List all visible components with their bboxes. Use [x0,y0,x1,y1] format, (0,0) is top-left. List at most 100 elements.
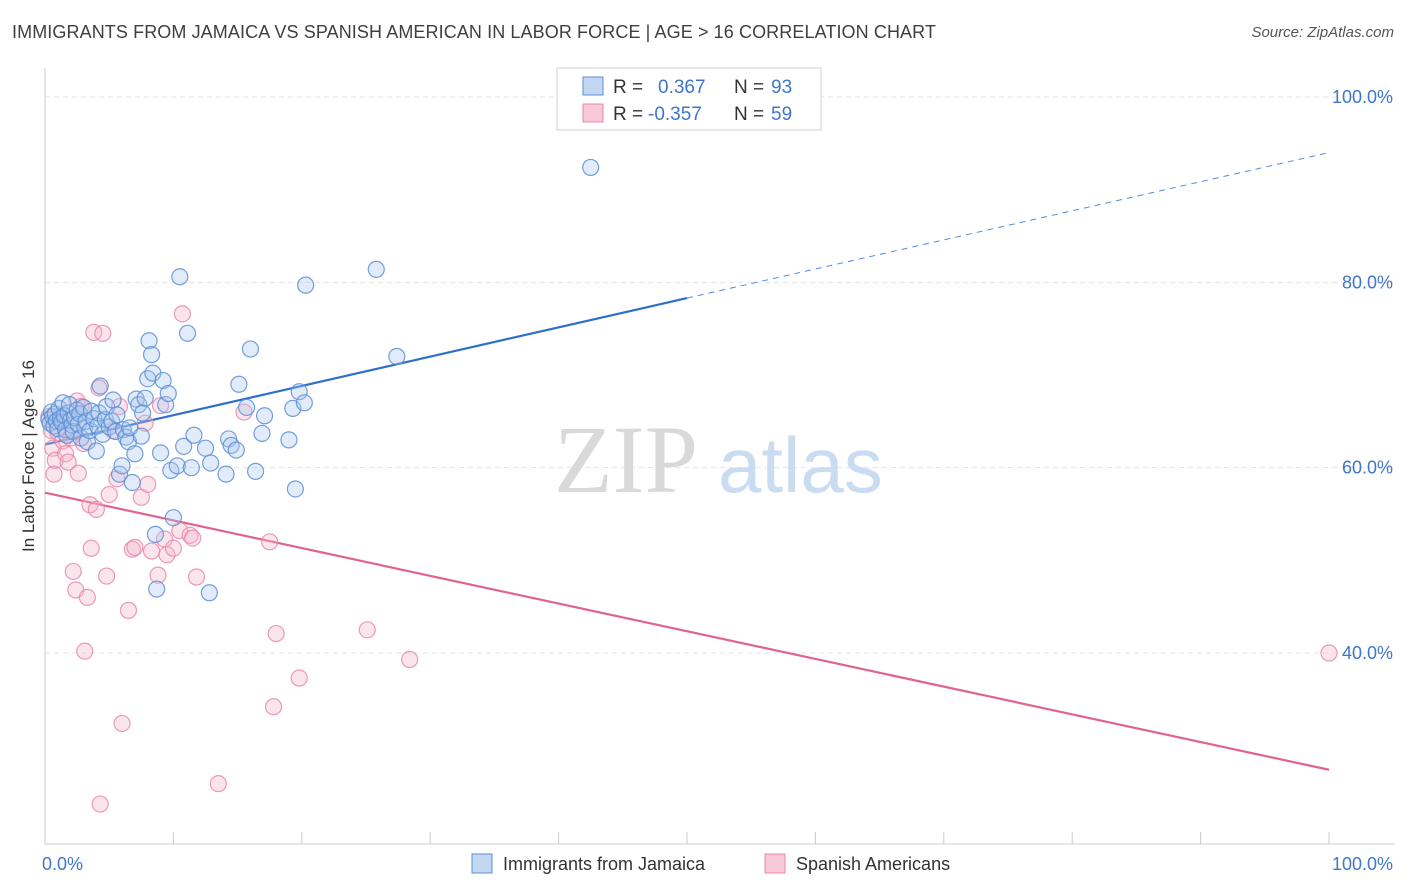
spanish-americans-point-43 [164,539,182,557]
spanish-americans-point-52 [264,698,283,716]
bottom-legend-swatch-blue [471,853,493,874]
jamaica-point-55 [133,404,152,422]
jamaica-point-91 [290,383,308,401]
jamaica-point-81 [227,441,245,459]
jamaica-point-45 [113,457,131,475]
jamaica-point-78 [217,465,235,483]
spanish-americans-point-45 [173,305,191,323]
jamaica-point-70 [171,268,189,286]
spanish-americans-point-27 [100,485,118,504]
legend-r-label-1: R = [613,77,643,98]
jamaica-point-51 [126,445,144,463]
jamaica-point-69 [168,457,186,475]
spanish-americans-point-40 [151,396,170,415]
jamaica-point-83 [237,398,256,417]
spanish-americans-point-3 [45,465,63,483]
legend-swatch-pink [582,103,604,123]
axes [44,68,1395,845]
legend-r-value-1: 0.367 [658,77,706,98]
x-tick-label-100: 100.0% [1332,854,1393,874]
jamaica-point-92 [295,394,313,412]
stats-legend: R = 0.367 N = 93 R = -0.357 N = 59 [556,67,822,131]
trendline-spanish-americans [44,491,1330,771]
bottom-legend-label-jamaica: Immigrants from Jamaica [503,854,706,874]
jamaica-point-64 [154,371,172,390]
jamaica-point-65 [157,396,175,414]
spanish-americans-point-34 [126,538,144,556]
legend-n-label-1: N = [734,77,764,98]
spanish-americans-point-42 [158,546,176,564]
gridlines [45,96,1395,654]
spanish-americans-point-37 [139,475,157,493]
jamaica-point-77 [202,454,220,472]
bottom-legend-swatch-pink [764,853,786,874]
y-tick-label-100: 100.0% [1332,87,1393,107]
jamaica-point-68 [164,509,182,527]
jamaica-point-49 [121,419,139,437]
spanish-americans-point-39 [149,566,167,584]
spanish-americans-point-4 [46,451,64,469]
y-tick-label-60: 60.0% [1342,458,1393,478]
jamaica-point-82 [230,375,248,393]
spanish-americans-point-49 [209,775,227,793]
chart-title: IMMIGRANTS FROM JAMAICA VS SPANISH AMERI… [12,22,937,42]
jamaica-point-84 [241,340,260,358]
y-axis-title: In Labor Force | Age > 16 [19,360,38,552]
source-label: Source: ZipAtlas.com [1251,24,1394,41]
jamaica-point-95 [388,347,406,366]
watermark-zip: ZIP [554,406,698,513]
spanish-americans-point-11 [64,562,82,581]
spanish-americans-point-18 [78,588,96,607]
spanish-americans-point-25 [94,324,112,342]
legend-r-label-2: R = [613,104,643,125]
jamaica-point-59 [142,346,161,364]
jamaica-point-66 [159,384,177,403]
jamaica-point-26 [76,419,94,437]
spanish-americans-point-32 [119,601,138,619]
series-legend: Immigrants from Jamaica Spanish American… [471,853,950,874]
spanish-americans-point-47 [184,529,202,547]
spanish-americans-point-17 [76,642,94,660]
spanish-americans-point-36 [136,414,154,432]
jamaica-point-86 [253,424,271,442]
bottom-legend-label-spanish: Spanish Americans [796,854,950,874]
jamaica-point-35 [91,377,109,395]
spanish-americans-point-53 [267,624,285,643]
trendline-jamaica-extension [686,152,1330,299]
jamaica-point-50 [123,473,141,492]
spanish-americans-point-24 [91,795,109,813]
spanish-americans-point-22 [87,500,105,518]
jamaica-point-62 [148,580,166,598]
spanish-americans-point-14 [69,464,87,482]
watermark: ZIP atlas [554,406,883,513]
spanish-americans-point-26 [98,567,116,585]
jamaica-point-41 [104,391,122,409]
spanish-americans-point-9 [59,453,77,471]
jamaica-point-28 [78,433,96,451]
jamaica-point-56 [136,389,154,407]
spanish-americans-point-21 [85,323,103,341]
jamaica-point-85 [246,462,265,480]
spanish-americans-point-58 [1320,644,1338,662]
jamaica-point-80 [222,436,240,455]
jamaica-point-87 [255,407,274,425]
jamaica-point-54 [132,427,150,445]
spanish-americans-point-55 [358,621,376,639]
legend-n-value-2: 59 [771,104,792,125]
spanish-americans-point-48 [187,568,206,586]
jamaica-point-74 [185,426,203,444]
jamaica-point-75 [196,439,215,457]
jamaica-point-32 [87,442,105,460]
jamaica-point-76 [200,584,218,602]
spanish-americans-point-20 [82,539,100,557]
jamaica-point-58 [140,332,158,350]
legend-r-value-2: -0.357 [648,104,702,125]
jamaica-point-94 [367,260,385,278]
y-tick-label-80: 80.0% [1342,272,1393,292]
jamaica-point-72 [178,324,197,342]
x-tick-labels: 0.0% 100.0% [42,854,1393,874]
spanish-americans-point-50 [235,403,253,421]
jamaica-point-93 [297,276,315,294]
jamaica-point-73 [182,459,200,477]
spanish-americans-point-33 [123,540,141,558]
